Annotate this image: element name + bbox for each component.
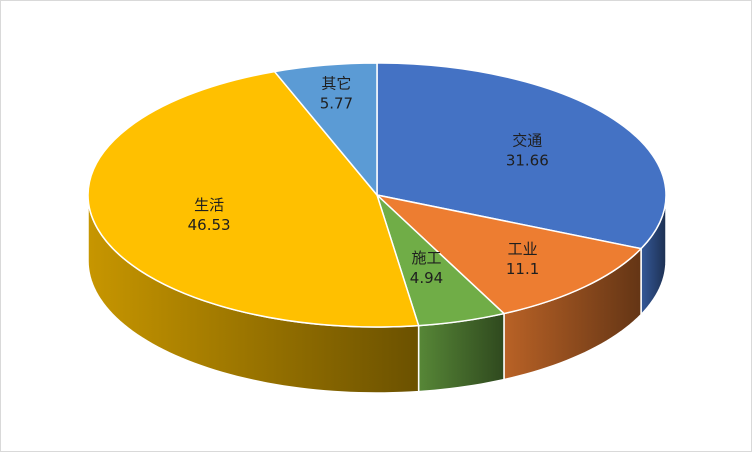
- pie-sides: [87, 194, 667, 394]
- slice-1-top: [376, 194, 642, 315]
- slice-2-value-label: 4.94: [410, 269, 443, 287]
- slice-4-value-label: 5.77: [320, 95, 353, 113]
- slice-0-top: [376, 62, 667, 250]
- slice-3-name-label: 生活: [194, 196, 224, 214]
- slice-2-name-label: 施工: [411, 249, 441, 267]
- slice-0-value-label: 31.66: [506, 151, 549, 169]
- pie-tops: [87, 62, 667, 328]
- pie-labels: 交通 31.66 工业 11.1 施工 4.94 生活 46.53 其它 5.77: [188, 75, 549, 287]
- slice-4-top: [273, 62, 378, 196]
- slice-1-value-label: 11.1: [506, 260, 539, 278]
- slice-4-name-label: 其它: [321, 75, 351, 93]
- slice-3-value-label: 46.53: [188, 216, 231, 234]
- slice-1-name-label: 工业: [508, 240, 538, 258]
- slice-0-name-label: 交通: [512, 131, 542, 149]
- slice-3-top: [87, 70, 420, 328]
